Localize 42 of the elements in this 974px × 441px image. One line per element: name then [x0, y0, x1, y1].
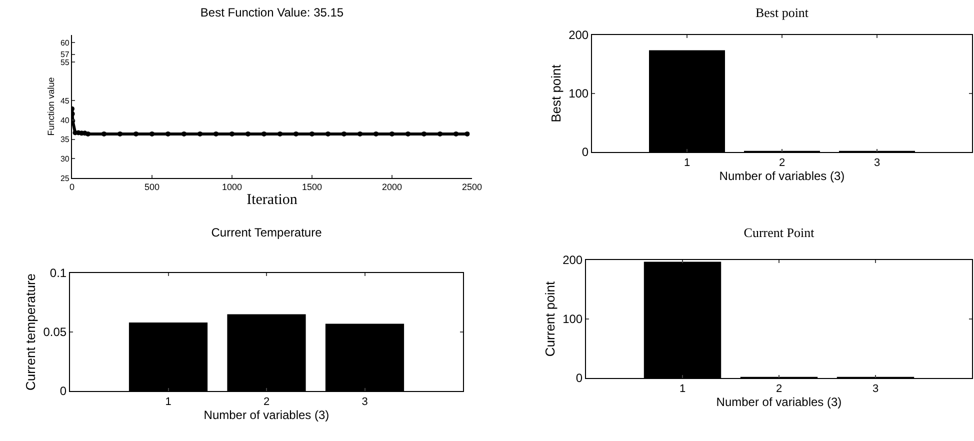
- chart-title: Best point: [755, 5, 809, 20]
- y-tick-label: 25: [60, 174, 70, 183]
- x-tick-label: 1500: [302, 182, 322, 192]
- y-tick-label: 0.05: [43, 325, 67, 340]
- x-tick-label: 3: [872, 383, 879, 396]
- x-tick-label: 1: [165, 396, 172, 408]
- x-tick-label: 2500: [462, 182, 482, 192]
- y-axis-title: Current point: [542, 281, 558, 357]
- y-tick-label: 200: [562, 253, 583, 268]
- y-tick-label: 60: [60, 38, 70, 48]
- x-tick-label: 1000: [222, 182, 242, 192]
- x-tick-label: 1: [684, 157, 690, 170]
- x-tick-label: 3: [362, 396, 368, 408]
- x-axis-title: Iteration: [246, 192, 298, 208]
- x-tick-label: 1: [679, 383, 686, 396]
- x-tick-label: 2: [776, 383, 782, 396]
- x-tick-label: 500: [144, 182, 160, 192]
- y-axis-title: Function value: [46, 77, 56, 136]
- x-axis-title: Number of variables (3): [719, 169, 845, 184]
- y-tick-label: 57: [60, 50, 70, 60]
- y-tick-label: 100: [568, 86, 589, 101]
- y-axis-title: Current temperature: [23, 273, 38, 391]
- x-tick-label: 2: [263, 396, 270, 408]
- y-tick-label: 35: [60, 135, 70, 144]
- x-tick-label: 2: [778, 157, 786, 170]
- y-axis-title: Best point: [548, 64, 564, 122]
- y-tick-label: 0: [582, 145, 589, 160]
- y-tick-label: 55: [60, 58, 70, 67]
- y-tick-label: 100: [562, 312, 583, 326]
- y-tick-label: 200: [568, 28, 589, 42]
- y-tick-label: 0.1: [50, 266, 67, 280]
- y-tick-label: 45: [60, 96, 70, 106]
- x-axis-title: Number of variables (3): [716, 395, 842, 410]
- chart-title: Best Function Value: 35.15: [200, 5, 344, 20]
- chart-title: Current Point: [744, 225, 815, 240]
- y-tick-label: 0: [576, 371, 583, 386]
- x-tick-label: 3: [874, 157, 880, 170]
- x-tick-label: 2000: [382, 182, 402, 192]
- chart-title: Current Temperature: [211, 225, 322, 240]
- y-tick-label: 40: [60, 116, 70, 125]
- x-axis-title: Number of variables (3): [204, 408, 330, 422]
- y-tick-label: 30: [60, 154, 70, 164]
